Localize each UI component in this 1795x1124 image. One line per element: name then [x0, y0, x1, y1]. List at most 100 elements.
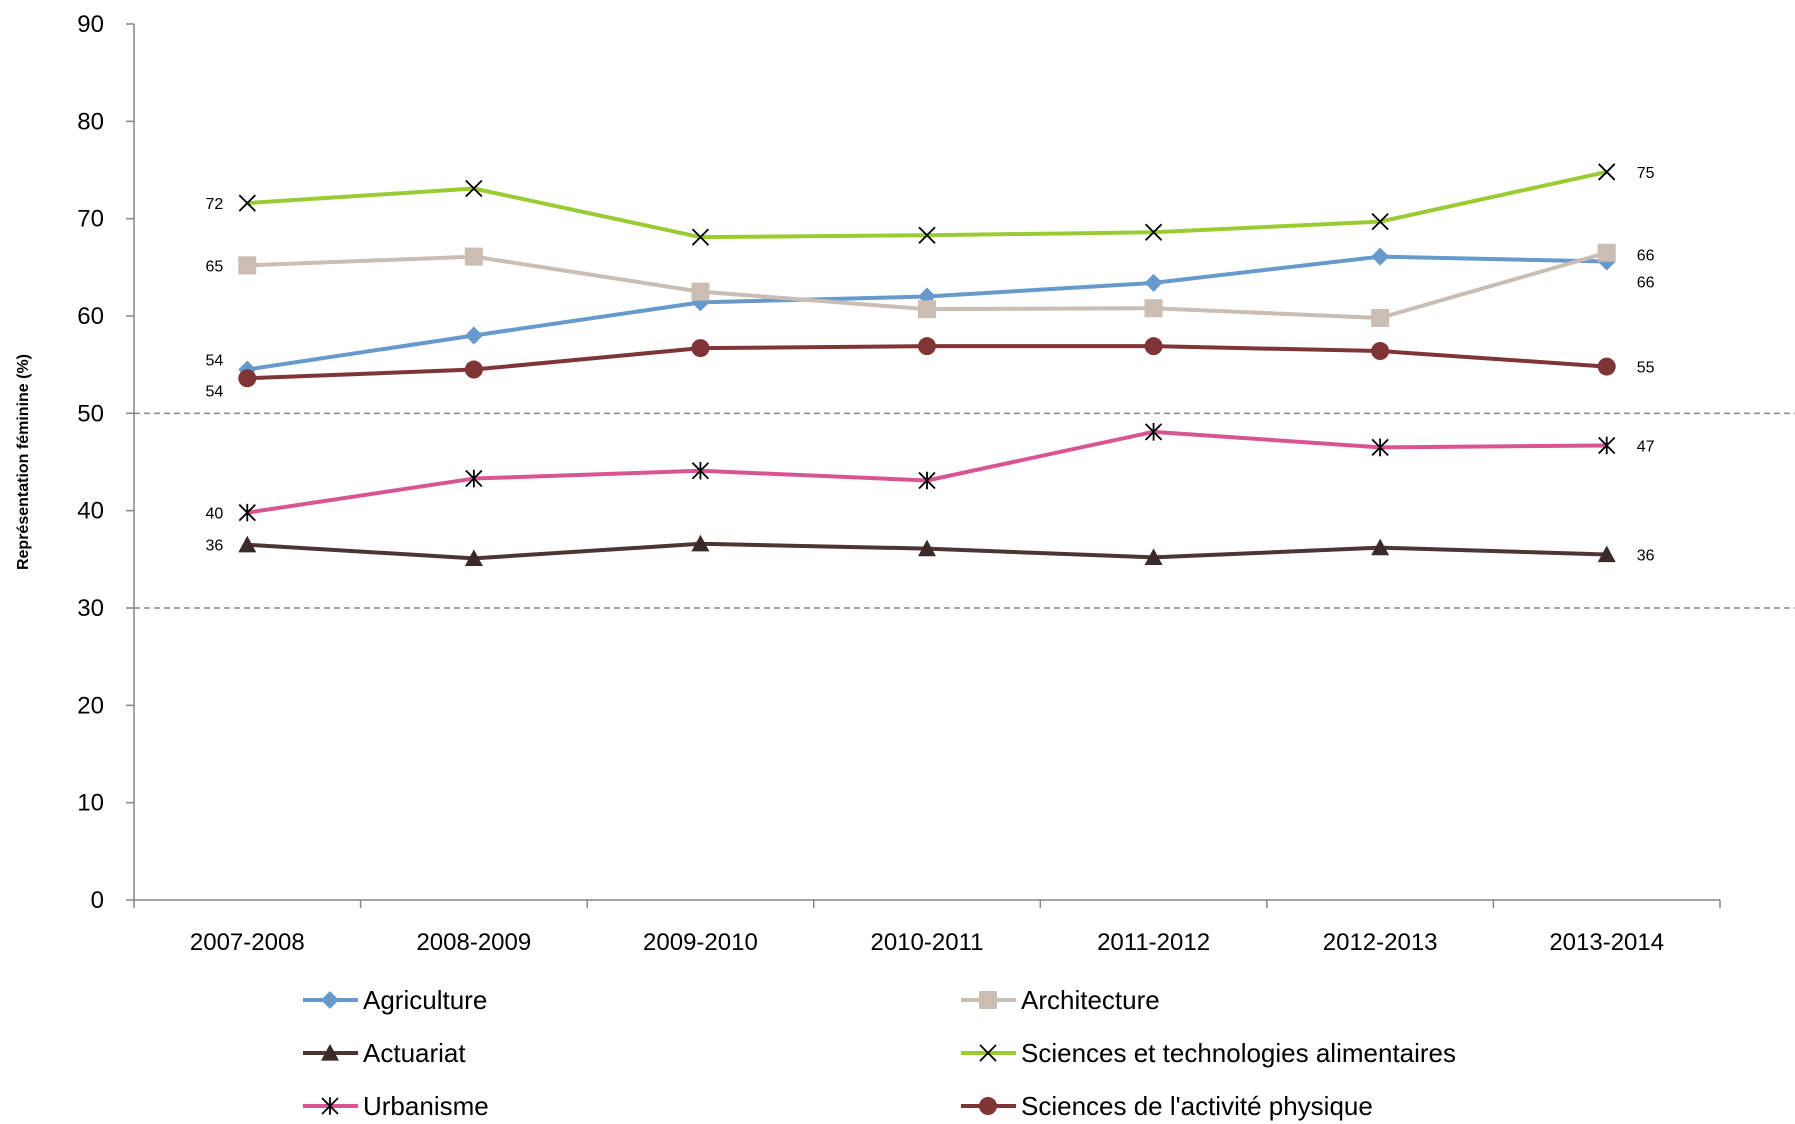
marker-square — [464, 247, 483, 266]
marker-circle — [238, 369, 257, 388]
data-label: 54 — [205, 383, 223, 400]
legend-item: Sciences de l'activité physique — [961, 1091, 1373, 1121]
marker-circle — [1371, 342, 1390, 361]
y-tick-label: 40 — [77, 498, 104, 525]
marker-x — [918, 226, 936, 244]
marker-square — [238, 256, 257, 275]
marker-star — [321, 1097, 339, 1115]
series-group — [238, 243, 1616, 327]
marker-triangle — [918, 539, 936, 557]
axes — [133, 24, 1720, 901]
marker-square — [1371, 308, 1390, 327]
data-label: 66 — [1637, 274, 1655, 291]
marker-star — [691, 461, 710, 480]
marker-triangle — [464, 549, 483, 567]
y-tick-label: 30 — [77, 595, 104, 622]
data-label: 40 — [205, 506, 223, 523]
data-label: 72 — [205, 196, 223, 213]
marker-circle — [691, 339, 710, 358]
y-tick-label: 60 — [77, 303, 104, 330]
marker-diamond — [464, 326, 483, 345]
y-ticks: 0 10 20 30 40 50 60 70 80 90 — [77, 11, 134, 914]
data-label: 55 — [1637, 360, 1655, 377]
data-labels: 54 66 65 66 36 36 72 75 40 47 54 55 — [205, 165, 1654, 565]
legend-label: Actuariat — [363, 1038, 466, 1068]
legend-label: Sciences et technologies alimentaires — [1021, 1038, 1456, 1068]
legend-item: Sciences et technologies alimentaires — [961, 1038, 1456, 1068]
marker-triangle — [321, 1044, 339, 1061]
marker-x — [1598, 163, 1616, 181]
x-tick-label: 2008-2009 — [416, 929, 531, 956]
data-label: 47 — [1637, 438, 1655, 455]
marker-x — [691, 228, 710, 246]
series-group — [238, 534, 1616, 567]
marker-circle — [464, 360, 483, 379]
y-tick-label: 90 — [77, 11, 104, 38]
legend: Agriculture Architecture Actuariat Sciences… — [303, 985, 1456, 1121]
marker-x — [979, 1044, 997, 1062]
y-axis-label: Représentation féminine (%) — [15, 354, 32, 570]
legend-label: Sciences de l'activité physique — [1021, 1091, 1373, 1121]
legend-item: Architecture — [961, 985, 1160, 1015]
y-tick-label: 70 — [77, 206, 104, 233]
legend-item: Actuariat — [303, 1038, 466, 1068]
x-tick-label: 2007-2008 — [190, 929, 305, 956]
data-label: 36 — [1637, 547, 1655, 564]
legend-label: Architecture — [1021, 985, 1160, 1015]
marker-triangle — [691, 534, 710, 552]
marker-star — [918, 471, 936, 490]
marker-x — [1371, 212, 1389, 231]
marker-triangle — [238, 535, 257, 553]
marker-star — [1144, 423, 1163, 441]
x-tick-label: 2013-2014 — [1549, 929, 1664, 956]
marker-diamond — [1144, 273, 1163, 292]
marker-star — [1598, 436, 1616, 455]
data-label: 75 — [1637, 165, 1655, 182]
marker-square — [1597, 243, 1616, 262]
marker-square — [691, 282, 710, 301]
data-label: 54 — [205, 353, 223, 370]
y-tick-label: 20 — [77, 692, 104, 719]
marker-x — [1144, 223, 1163, 241]
marker-star — [1371, 438, 1389, 457]
series-group — [238, 337, 1616, 388]
y-tick-label: 50 — [77, 400, 104, 427]
data-label: 66 — [1637, 248, 1655, 265]
reference-lines — [134, 412, 1795, 609]
legend-label: Urbanisme — [363, 1091, 489, 1121]
series-group — [238, 163, 1616, 246]
marker-triangle — [1597, 545, 1616, 563]
marker-circle — [918, 337, 936, 356]
x-tick-label: 2012-2013 — [1323, 929, 1438, 956]
x-ticks: 2007-2008 2008-2009 2009-2010 2010-2011 2011… — [133, 900, 1721, 956]
series-group — [238, 423, 1616, 522]
x-tick-label: 2011-2012 — [1097, 929, 1210, 956]
marker-square — [979, 991, 997, 1009]
marker-triangle — [1371, 538, 1390, 556]
marker-square — [918, 300, 936, 319]
marker-x — [238, 194, 256, 212]
marker-circle — [1144, 337, 1163, 356]
series — [238, 163, 1616, 567]
legend-label: Agriculture — [363, 985, 487, 1015]
legend-item: Urbanisme — [303, 1091, 489, 1121]
marker-diamond — [1371, 247, 1390, 266]
series-line — [247, 169, 1608, 240]
marker-square — [1144, 299, 1163, 318]
marker-circle — [979, 1097, 997, 1115]
y-tick-label: 0 — [91, 887, 104, 914]
data-label: 36 — [205, 538, 223, 555]
legend-item: Agriculture — [303, 985, 487, 1015]
marker-circle — [1597, 357, 1616, 376]
x-tick-label: 2009-2010 — [643, 929, 758, 956]
marker-x — [465, 179, 483, 198]
x-tick-label: 2010-2011 — [871, 929, 984, 956]
y-tick-label: 80 — [77, 108, 104, 135]
marker-star — [238, 503, 256, 522]
data-label: 65 — [205, 258, 223, 275]
y-tick-label: 10 — [77, 790, 104, 817]
marker-diamond — [321, 991, 339, 1009]
marker-triangle — [1144, 548, 1163, 566]
marker-star — [465, 469, 483, 488]
